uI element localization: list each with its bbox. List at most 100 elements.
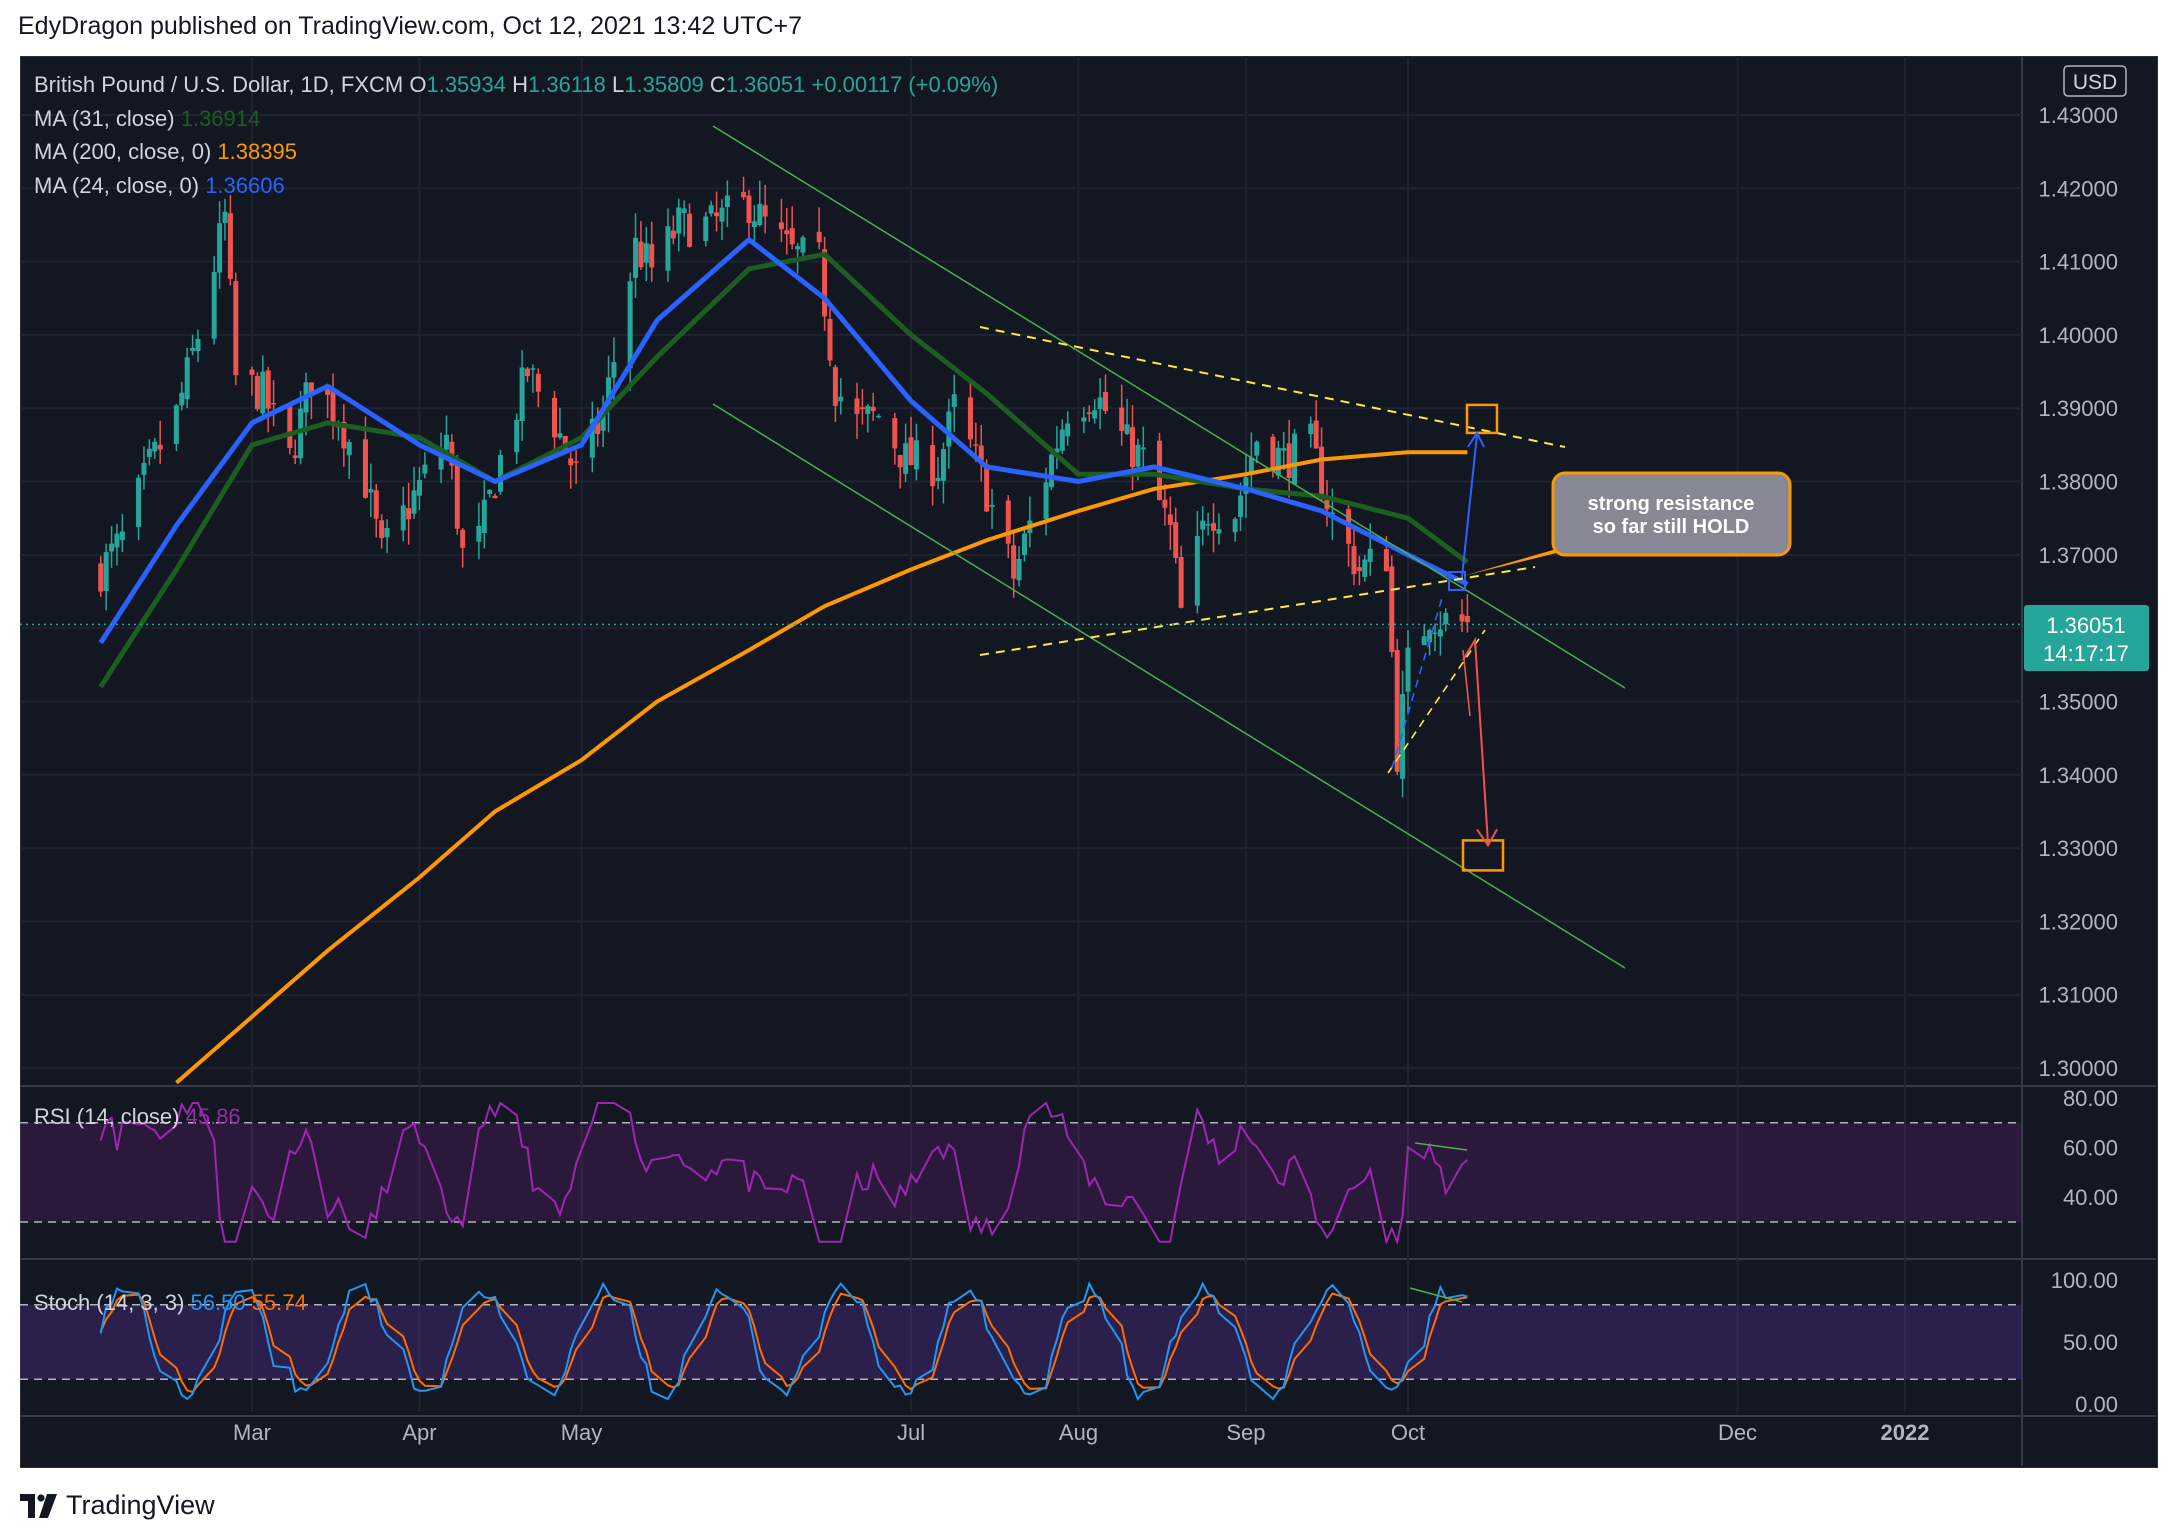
candle-body[interactable] [827,319,833,361]
candle-body[interactable] [1119,407,1125,431]
arrow-down[interactable] [1462,636,1489,844]
legend-row[interactable]: British Pound / U.S. Dollar, 1D, FXCM O1… [34,72,998,97]
candle-body[interactable] [141,462,147,475]
candle-body[interactable] [1329,512,1335,515]
candle-body[interactable] [876,415,882,418]
candle-body[interactable] [719,207,725,222]
candle-body[interactable] [1135,444,1141,467]
candle-body[interactable] [1421,636,1427,646]
candle-body[interactable] [481,499,487,533]
candle-body[interactable] [859,407,865,410]
candle-body[interactable] [227,213,233,279]
candle-body[interactable] [146,448,152,457]
candle-body[interactable] [476,525,482,542]
candle-body[interactable] [211,271,217,339]
channel-lower-line[interactable] [712,403,1626,969]
candle-body[interactable] [1254,441,1260,456]
candle-body[interactable] [568,458,574,466]
candle-body[interactable] [454,462,460,529]
triangle-lower-dashed[interactable] [979,566,1536,656]
candle-body[interactable] [400,505,406,531]
candle-body[interactable] [724,195,730,207]
candle-body[interactable] [1081,417,1087,422]
candle-body[interactable] [589,418,595,458]
candle-body[interactable] [633,237,639,278]
rsi-line[interactable] [99,1101,1469,1246]
candle-body[interactable] [573,461,579,463]
candle-body[interactable] [897,454,903,468]
candle-body[interactable] [1270,436,1276,472]
candle-body[interactable] [217,223,223,273]
candle-body[interactable] [1389,566,1395,652]
candle-body[interactable] [1286,443,1292,478]
candle-body[interactable] [1086,412,1092,415]
candle-body[interactable] [341,421,347,449]
candle-body[interactable] [708,205,714,214]
tradingview-logo[interactable]: TradingView [20,1490,215,1521]
candle-body[interactable] [681,208,687,214]
candle-body[interactable] [838,396,844,402]
candle-body[interactable] [114,533,120,548]
candle-body[interactable] [595,420,601,434]
candle-body[interactable] [627,281,633,369]
candle-body[interactable] [741,192,747,198]
candle-body[interactable] [1437,629,1443,637]
candle-body[interactable] [1167,514,1173,525]
candle-body[interactable] [411,490,417,514]
candle-body[interactable] [1232,518,1238,533]
candle-body[interactable] [1043,482,1049,520]
candle-body[interactable] [497,454,503,492]
candle-body[interactable] [930,445,936,487]
candle-body[interactable] [714,212,720,217]
candle-body[interactable] [136,477,142,527]
candle-body[interactable] [195,339,201,352]
candle-body[interactable] [233,281,239,376]
candle-body[interactable] [951,394,957,407]
candle-body[interactable] [1362,559,1368,577]
candle-body[interactable] [254,376,260,410]
candle-body[interactable] [784,230,790,235]
candle-body[interactable] [978,445,984,461]
candle-body[interactable] [973,444,979,446]
candle-body[interactable] [1400,694,1406,779]
resistance-marker[interactable] [1448,571,1466,591]
candle-body[interactable] [1313,420,1319,449]
candle-body[interactable] [1275,447,1281,476]
candle-body[interactable] [260,371,266,414]
wedge-dashed[interactable] [1387,629,1486,774]
candle-body[interactable] [519,367,525,421]
candle-body[interactable] [1016,558,1022,581]
candle-body[interactable] [1238,495,1244,517]
candle-body[interactable] [190,347,196,352]
candle-body[interactable] [1097,397,1103,410]
rsi-legend[interactable]: RSI (14, close) 45.86 [34,1104,241,1129]
candle-body[interactable] [443,434,449,450]
candle-body[interactable] [530,368,536,370]
candle-body[interactable] [1173,522,1179,558]
candle-body[interactable] [1048,454,1054,488]
candle-body[interactable] [1443,612,1449,625]
candle-body[interactable] [984,464,990,512]
candle-body[interactable] [1216,529,1222,534]
candle-body[interactable] [119,531,125,541]
candle-body[interactable] [524,368,530,377]
candle-body[interactable] [665,226,671,271]
candle-body[interactable] [816,231,822,243]
candle-body[interactable] [1394,649,1400,772]
candle-body[interactable] [514,419,520,453]
candle-body[interactable] [1102,392,1108,412]
candle-body[interactable] [865,405,871,414]
chart-frame[interactable] [20,56,2158,1468]
candle-body[interactable] [1011,545,1017,579]
candle-body[interactable] [643,243,649,263]
candle-body[interactable] [535,373,541,392]
channel-upper-line[interactable] [712,125,1626,689]
candle-body[interactable] [265,370,271,409]
stoch-d-line[interactable] [99,1292,1468,1394]
candle-body[interactable] [638,241,644,268]
candle-body[interactable] [249,369,255,375]
candle-body[interactable] [606,377,612,407]
candle-body[interactable] [1308,423,1314,435]
candle-body[interactable] [1319,446,1325,499]
